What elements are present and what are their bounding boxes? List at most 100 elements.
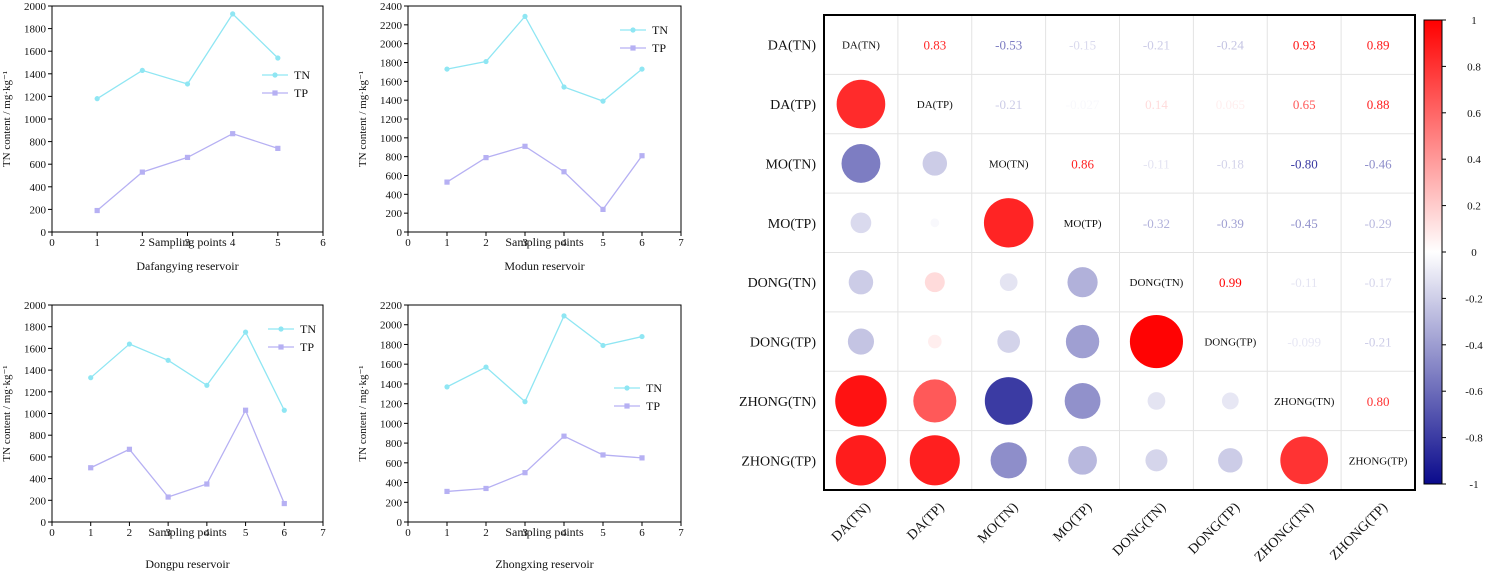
x-tick-label: 6	[639, 237, 645, 249]
x-tick-label: 4	[204, 527, 210, 539]
y-tick-label: 1400	[380, 95, 403, 107]
correlation-value: -0.21	[995, 97, 1022, 112]
y-tick-label: 600	[386, 458, 403, 470]
data-point-tn	[230, 11, 236, 17]
x-tick-label: 3	[522, 527, 528, 539]
column-label: DONG(TP)	[1186, 500, 1244, 558]
x-tick-label: 7	[678, 527, 684, 539]
y-tick-label: 800	[386, 438, 403, 450]
data-point-tp	[522, 143, 528, 149]
y-tick-label: 400	[30, 474, 47, 486]
x-axis-label: Sampling points	[505, 235, 584, 249]
row-label: DONG(TN)	[748, 276, 817, 291]
colorbar-tick-label: -0.2	[1465, 293, 1482, 305]
correlation-circle	[924, 272, 945, 293]
plot-frame	[407, 5, 682, 233]
data-point-tp	[281, 500, 287, 507]
correlation-circle	[836, 79, 886, 129]
x-tick-label: 6	[320, 237, 326, 249]
legend-entry-tn: TN	[268, 322, 316, 336]
legend-marker	[630, 27, 636, 33]
y-axis-label: TN content / mg·kg⁻¹	[357, 365, 369, 461]
y-axis-label: TN content / mg·kg⁻¹	[1, 71, 13, 167]
colorbar-tick-label: 0.2	[1467, 201, 1481, 213]
y-tick-label: 1600	[380, 76, 403, 88]
y-tick-label: 1400	[380, 379, 403, 391]
diagonal-label: DA(TP)	[917, 99, 953, 111]
correlation-circle	[984, 377, 1033, 425]
correlation-circle	[1064, 383, 1101, 419]
y-tick-label: 1000	[24, 409, 47, 421]
data-point-tp	[600, 206, 606, 212]
correlation-value: -0.46	[1365, 156, 1393, 171]
y-tick-label: 800	[30, 137, 47, 149]
data-point-tp	[139, 169, 145, 175]
correlation-circle	[835, 435, 887, 486]
correlation-circle	[928, 334, 942, 349]
y-tick-label: 1000	[380, 133, 403, 145]
correlation-circle	[835, 375, 887, 427]
y-tick-label: 1200	[380, 114, 403, 126]
diagonal-label: ZHONG(TN)	[1274, 396, 1335, 408]
x-tick-label: 5	[600, 237, 606, 249]
row-label: MO(TP)	[768, 217, 817, 232]
colorbar-tick-label: -0.8	[1465, 433, 1483, 445]
data-point-tp	[639, 455, 645, 461]
data-point-tn	[139, 67, 145, 74]
correlation-value: 0.80	[1367, 394, 1390, 409]
x-tick-label: 7	[678, 237, 684, 249]
y-tick-label: 2000	[24, 1, 47, 13]
data-point-tp	[483, 485, 489, 492]
y-tick-label: 1800	[380, 58, 403, 70]
x-tick-label: 0	[405, 237, 411, 249]
matrix-frame	[823, 14, 1416, 491]
colorbar-tick-label: 1	[1471, 15, 1477, 27]
x-tick-label: 4	[230, 237, 236, 249]
data-point-tn	[522, 13, 528, 19]
line-chart-2: 0 1 2 3 4 5 6 7 0 200 400 600 800 1000 1200 1400 1600 180…	[357, 1, 684, 273]
row-label: DA(TP)	[770, 98, 816, 113]
y-tick-label: 1000	[380, 418, 403, 430]
x-tick-label: 3	[522, 237, 528, 249]
data-point-tn	[281, 407, 287, 413]
series-line-tp	[96, 132, 279, 212]
data-point-tn	[242, 329, 249, 335]
plot-frame	[51, 5, 324, 233]
correlation-value: -0.17	[1365, 275, 1393, 290]
legend-entry-tn: TN	[620, 23, 668, 37]
y-tick-label: 2400	[380, 1, 403, 13]
correlation-circle	[997, 330, 1021, 353]
data-point-tp	[600, 452, 606, 458]
data-point-tp	[165, 494, 171, 500]
legend-marker	[278, 326, 284, 332]
colorbar-tick-label: 0.4	[1467, 154, 1481, 166]
correlation-circle	[848, 269, 874, 295]
chart-title: Modun reservoir	[504, 259, 584, 273]
x-axis-label: Sampling points	[505, 525, 584, 539]
legend-entry-tn: TN	[262, 68, 310, 82]
y-tick-label: 400	[386, 478, 403, 490]
colorbar	[1423, 19, 1443, 485]
correlation-circle	[847, 328, 875, 355]
data-point-tp	[184, 154, 191, 161]
row-label: DONG(TP)	[750, 336, 816, 351]
colorbar-tick-label: -1	[1469, 479, 1478, 491]
legend-entry-tp: TP	[262, 86, 308, 100]
legend-label: TN	[300, 322, 316, 336]
y-tick-label: 400	[30, 182, 47, 194]
correlation-value: -0.29	[1365, 216, 1392, 231]
correlation-circle	[913, 379, 957, 423]
x-tick-label: 2	[127, 527, 133, 539]
y-tick-label: 800	[30, 430, 47, 442]
correlation-circle	[850, 212, 872, 234]
data-point-tn	[483, 58, 489, 65]
correlation-value: -0.099	[1287, 335, 1321, 350]
correlation-value: 0.88	[1367, 97, 1390, 112]
correlation-value: 0.86	[1071, 156, 1094, 171]
correlation-matrix-panel: DA(TN) 0.83 -0.53 -0.15 -0.21 -0.24 0.93 0.89DA…	[739, 14, 1483, 565]
correlation-value: 0.93	[1293, 38, 1316, 53]
y-tick-label: 1800	[380, 339, 403, 351]
line-chart-panels: 0 1 2 3 4 5 6020040060080010001200140016001800…	[1, 1, 684, 571]
column-label: MO(TP)	[1051, 500, 1096, 545]
column-label: MO(TN)	[975, 500, 1022, 547]
